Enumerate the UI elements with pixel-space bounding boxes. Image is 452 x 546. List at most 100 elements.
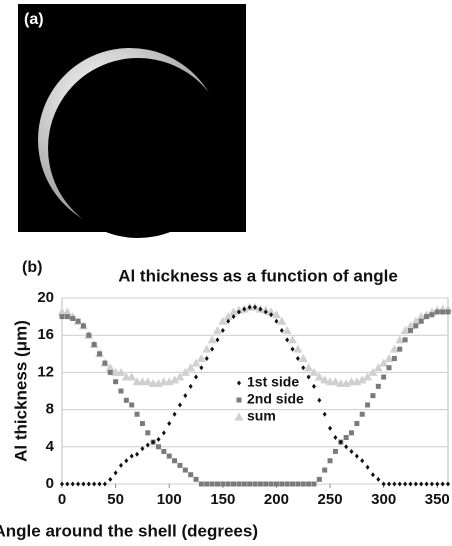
point xyxy=(202,344,212,353)
point xyxy=(177,402,182,408)
point xyxy=(258,306,263,312)
point xyxy=(392,481,397,487)
point xyxy=(139,421,145,427)
point xyxy=(434,309,440,315)
point xyxy=(273,481,279,487)
point xyxy=(116,367,126,376)
point xyxy=(86,332,92,338)
point xyxy=(295,481,301,487)
point xyxy=(402,337,408,343)
point xyxy=(440,309,446,315)
point xyxy=(389,344,399,353)
point xyxy=(194,374,199,380)
point xyxy=(384,353,394,362)
point xyxy=(354,421,360,427)
point xyxy=(311,383,316,389)
point xyxy=(268,481,274,487)
point xyxy=(266,307,276,316)
x-tick-label: 250 xyxy=(318,491,343,508)
point xyxy=(196,353,206,362)
point xyxy=(304,363,314,372)
point xyxy=(97,351,103,357)
point xyxy=(220,328,225,334)
point xyxy=(282,326,292,335)
y-axis-label: Al thickness (μm) xyxy=(11,320,30,462)
point xyxy=(207,335,217,344)
crescent-shadow xyxy=(48,58,228,238)
point xyxy=(311,481,317,487)
point xyxy=(445,309,451,315)
x-tick-label: 0 xyxy=(58,491,66,508)
point xyxy=(231,481,237,487)
point xyxy=(225,481,231,487)
point xyxy=(284,481,290,487)
point xyxy=(343,435,349,440)
point xyxy=(177,462,183,468)
point xyxy=(293,344,303,353)
point xyxy=(145,442,150,448)
point xyxy=(135,451,140,457)
point xyxy=(418,318,424,324)
point xyxy=(290,481,296,487)
point xyxy=(105,363,115,372)
point xyxy=(102,360,108,366)
point xyxy=(408,481,413,487)
legend-label: sum xyxy=(247,408,276,424)
point xyxy=(236,481,242,487)
point xyxy=(75,318,81,324)
point xyxy=(172,458,178,464)
point xyxy=(102,481,107,487)
point xyxy=(113,379,119,385)
point xyxy=(60,481,64,487)
point xyxy=(413,481,418,487)
chart-title: Al thickness as a function of angle xyxy=(118,266,398,285)
point xyxy=(161,430,166,436)
x-tick-label: 150 xyxy=(210,491,235,508)
point xyxy=(70,481,75,487)
legend-label: 1st side xyxy=(247,374,299,390)
point xyxy=(330,377,340,386)
point xyxy=(429,312,435,318)
point xyxy=(429,481,434,487)
point xyxy=(391,355,397,361)
point xyxy=(161,448,167,454)
y-tick-label: 8 xyxy=(46,401,54,418)
point xyxy=(386,365,392,371)
point xyxy=(92,481,97,487)
point xyxy=(322,411,327,417)
point xyxy=(365,402,371,408)
point xyxy=(333,435,338,440)
point xyxy=(424,481,429,487)
y-tick-label: 20 xyxy=(37,289,54,306)
point xyxy=(188,472,194,478)
point xyxy=(62,307,72,316)
point xyxy=(156,444,161,450)
point xyxy=(328,425,333,431)
point xyxy=(198,481,204,487)
point xyxy=(191,358,201,367)
point xyxy=(424,314,430,320)
point xyxy=(332,448,338,454)
point xyxy=(320,375,330,384)
point xyxy=(241,481,247,487)
legend-label: 2nd side xyxy=(247,391,304,407)
point xyxy=(210,346,215,352)
point xyxy=(188,383,193,389)
point xyxy=(91,342,97,347)
point xyxy=(186,363,196,372)
point xyxy=(306,374,311,380)
point xyxy=(290,346,295,352)
point xyxy=(209,481,215,487)
point xyxy=(370,393,376,399)
point xyxy=(359,411,365,417)
point xyxy=(118,462,123,468)
point xyxy=(397,481,402,487)
point xyxy=(143,377,153,386)
point xyxy=(301,365,306,371)
point xyxy=(199,365,204,371)
point xyxy=(397,346,403,352)
point xyxy=(145,430,151,436)
point xyxy=(223,312,233,321)
point xyxy=(344,444,349,450)
point xyxy=(413,323,419,329)
